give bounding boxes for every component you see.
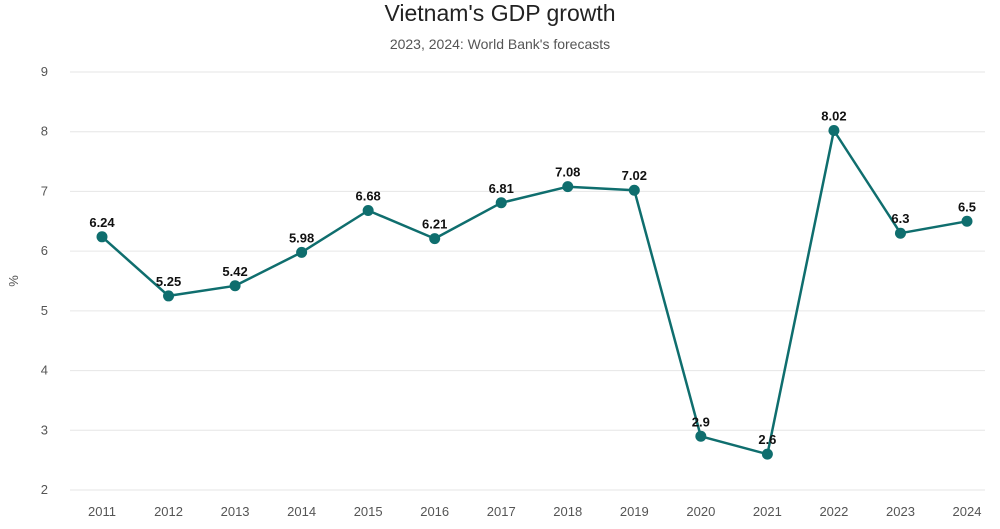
y-tick-label: 2	[41, 482, 48, 497]
data-point	[761, 448, 773, 460]
x-tick-label: 2016	[420, 504, 449, 519]
data-label: 6.81	[489, 181, 514, 196]
data-label: 6.68	[355, 189, 380, 204]
y-tick-label: 3	[41, 422, 48, 437]
y-axis-ticks: 2 3 4 5 6 7 8 9	[41, 64, 48, 497]
y-tick-label: 7	[41, 183, 48, 198]
data-label: 7.08	[555, 165, 580, 180]
data-label: 6.21	[422, 217, 447, 232]
data-point	[495, 197, 507, 209]
x-tick-label: 2015	[354, 504, 383, 519]
data-point	[362, 205, 374, 217]
y-tick-label: 8	[41, 124, 48, 139]
data-point	[562, 181, 574, 193]
data-point	[229, 280, 241, 292]
data-point	[429, 233, 441, 245]
y-tick-label: 9	[41, 64, 48, 79]
series-gdp-growth	[96, 125, 973, 460]
data-point	[961, 215, 973, 227]
data-point	[894, 227, 906, 239]
x-tick-label: 2021	[753, 504, 782, 519]
x-tick-label: 2018	[553, 504, 582, 519]
data-labels: 6.24 5.25 5.42 5.98 6.68 6.21 6.81 7.08 7.02 2.9 2…	[89, 109, 976, 448]
gridlines	[70, 71, 985, 491]
x-tick-label: 2011	[88, 504, 116, 519]
data-label: 2.6	[758, 432, 776, 447]
x-tick-label: 2024	[953, 504, 982, 519]
y-tick-label: 4	[41, 363, 48, 378]
data-point	[695, 430, 707, 442]
x-tick-label: 2012	[154, 504, 183, 519]
data-label: 5.25	[156, 274, 181, 289]
data-label: 7.02	[622, 168, 647, 183]
y-axis-label: %	[6, 275, 21, 287]
x-tick-label: 2013	[221, 504, 250, 519]
data-point	[628, 184, 640, 196]
data-label: 2.9	[692, 414, 710, 429]
chart-title: Vietnam's GDP growth	[384, 0, 616, 26]
series-line	[101, 129, 968, 456]
y-tick-label: 5	[41, 303, 48, 318]
x-tick-label: 2017	[487, 504, 516, 519]
data-point	[163, 290, 175, 302]
x-tick-label: 2022	[819, 504, 848, 519]
data-label: 6.5	[958, 199, 976, 214]
x-tick-label: 2014	[287, 504, 316, 519]
data-point	[828, 125, 840, 137]
data-label: 5.42	[222, 264, 247, 279]
data-label: 5.98	[289, 230, 314, 245]
data-label: 6.24	[89, 215, 115, 230]
x-tick-label: 2023	[886, 504, 915, 519]
x-axis-ticks: 2011 2012 2013 2014 2015 2016 2017 2018 2019 2020…	[88, 504, 981, 519]
data-point	[296, 246, 308, 258]
chart-subtitle: 2023, 2024: World Bank's forecasts	[389, 36, 611, 52]
y-tick-label: 6	[41, 243, 48, 258]
data-label: 8.02	[821, 109, 846, 124]
data-point	[96, 231, 108, 243]
data-label: 6.3	[891, 211, 909, 226]
x-tick-label: 2020	[686, 504, 715, 519]
x-tick-label: 2019	[620, 504, 649, 519]
